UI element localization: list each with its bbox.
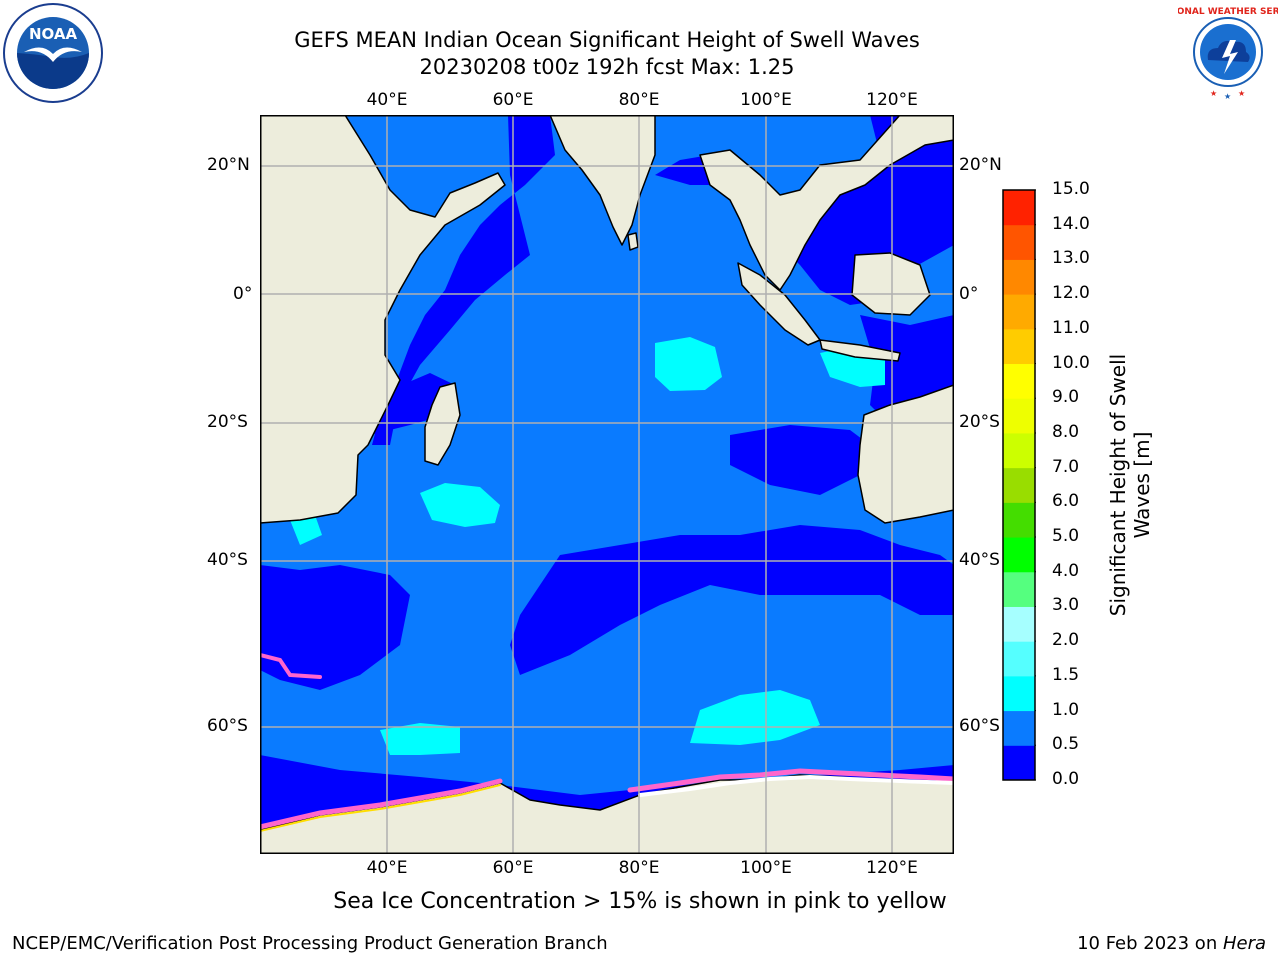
- footer-date: 10 Feb 2023 on Hera: [1077, 933, 1266, 954]
- sea-ice-caption: Sea Ice Concentration > 15% is shown in …: [333, 889, 947, 914]
- colorbar-frame: [1002, 189, 1036, 781]
- colorbar-tick-label: 9.0: [1052, 387, 1080, 408]
- lon-label-top: 80°E: [618, 90, 660, 110]
- colorbar-tick-label: 4.0: [1052, 560, 1080, 581]
- colorbar-tick-label: 6.0: [1052, 491, 1080, 512]
- colorbar-tick-label: 2.0: [1052, 630, 1080, 651]
- colorbar-tick-label: 3.0: [1052, 595, 1080, 616]
- colorbar-swatch: [1003, 537, 1035, 573]
- colorbar-swatch: [1003, 571, 1035, 607]
- lat-label-left: 0°: [233, 284, 253, 304]
- colorbar-swatch: [1003, 467, 1035, 503]
- lon-label-bottom: 120°E: [866, 858, 918, 878]
- lon-label-bottom: 60°E: [492, 858, 534, 878]
- lat-label-right: 0°: [959, 284, 979, 304]
- footer-host: Hera: [1222, 933, 1266, 954]
- colorbar-tick-label: 1.5: [1052, 664, 1080, 685]
- svg-text:★: ★: [1210, 89, 1217, 98]
- lat-label-left: 60°S: [207, 716, 248, 736]
- colorbar-swatch: [1003, 432, 1035, 469]
- title-line-1: GEFS MEAN Indian Ocean Significant Heigh…: [294, 28, 920, 52]
- map-panel: [260, 115, 954, 854]
- colorbar-swatch: [1003, 363, 1035, 399]
- footer-credit: NCEP/EMC/Verification Post Processing Pr…: [12, 933, 608, 954]
- colorbar-tick-label: 12.0: [1052, 283, 1090, 304]
- noaa-logo-text: NOAA: [29, 25, 78, 43]
- colorbar-tick-label: 13.0: [1052, 248, 1090, 269]
- colorbar-swatch: [1003, 502, 1035, 538]
- colorbar-tick-label: 10.0: [1052, 352, 1090, 373]
- colorbar-label: Significant Height of Swell Waves [m]: [1106, 353, 1154, 617]
- colorbar-tick-label: 5.0: [1052, 526, 1080, 547]
- colorbar: [1002, 189, 1036, 781]
- colorbar-tick-label: 0.0: [1052, 769, 1080, 789]
- noaa-logo: NOAA: [3, 3, 103, 103]
- lat-label-left: 20°S: [207, 412, 248, 432]
- colorbar-swatch: [1003, 259, 1035, 295]
- colorbar-swatch: [1003, 606, 1035, 642]
- graticule: [260, 115, 954, 854]
- lat-label-right: 20°N: [959, 155, 1002, 175]
- svg-text:★: ★: [1224, 92, 1231, 101]
- colorbar-swatch: [1003, 398, 1035, 434]
- colorbar-tick-label: 14.0: [1052, 213, 1090, 234]
- swell-mid-regions: [290, 337, 885, 755]
- title-line-2: 20230208 t00z 192h fcst Max: 1.25: [419, 55, 795, 79]
- land-masses: [260, 115, 954, 854]
- footer-date-text: 10 Feb 2023 on: [1077, 933, 1223, 954]
- lon-label-top: 120°E: [866, 90, 918, 110]
- lat-label-left: 20°N: [207, 155, 250, 175]
- nws-logo-text: NATIONAL WEATHER SERVICE: [1178, 7, 1278, 17]
- lon-label-bottom: 100°E: [740, 858, 792, 878]
- lon-label-bottom: 40°E: [366, 858, 408, 878]
- colorbar-swatch: [1003, 745, 1035, 781]
- lon-label-top: 100°E: [740, 90, 792, 110]
- colorbar-swatch: [1003, 328, 1035, 365]
- lat-label-right: 40°S: [959, 550, 1000, 570]
- colorbar-swatch: [1003, 675, 1035, 712]
- lat-label-left: 40°S: [207, 550, 248, 570]
- colorbar-swatch: [1003, 224, 1035, 260]
- svg-text:★: ★: [1238, 89, 1245, 98]
- colorbar-tick-label: 15.0: [1052, 179, 1090, 199]
- lat-label-right: 20°S: [959, 412, 1000, 432]
- colorbar-swatch: [1003, 190, 1035, 226]
- lat-label-right: 60°S: [959, 716, 1000, 736]
- lon-label-bottom: 80°E: [618, 858, 660, 878]
- lon-label-top: 60°E: [492, 90, 534, 110]
- lon-label-top: 40°E: [366, 90, 408, 110]
- chart-title: GEFS MEAN Indian Ocean Significant Heigh…: [260, 27, 954, 81]
- colorbar-tick-label: 11.0: [1052, 317, 1090, 338]
- colorbar-swatch: [1003, 710, 1035, 746]
- colorbar-swatch: [1003, 641, 1035, 677]
- colorbar-tick-label: 7.0: [1052, 456, 1080, 477]
- colorbar-tick-label: 1.0: [1052, 699, 1080, 720]
- colorbar-tick-label: 0.5: [1052, 734, 1080, 755]
- colorbar-tick-label: 8.0: [1052, 421, 1080, 442]
- map-frame: [260, 115, 954, 854]
- colorbar-swatch: [1003, 294, 1035, 330]
- nws-logo: NATIONAL WEATHER SERVICE ★ ★ ★: [1178, 6, 1278, 101]
